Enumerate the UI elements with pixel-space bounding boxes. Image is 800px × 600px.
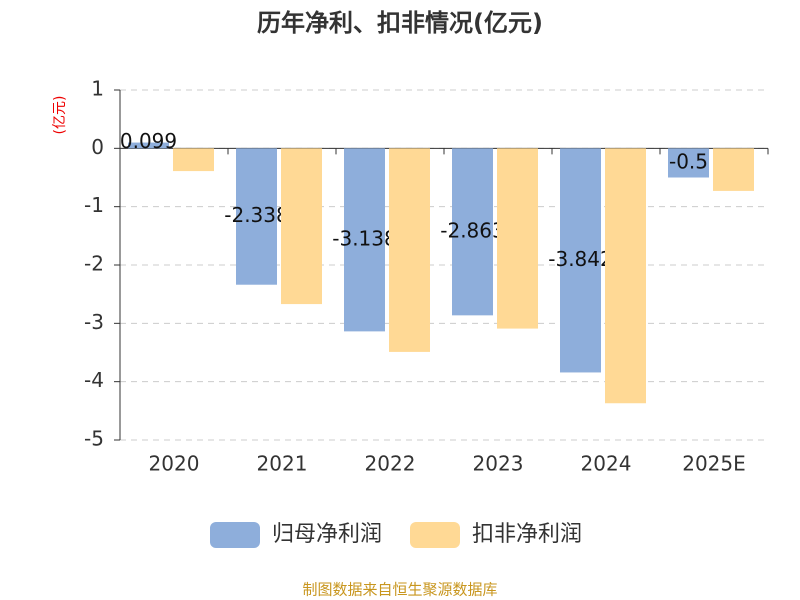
y-tick-label: -3 <box>84 310 104 334</box>
y-tick-label: -5 <box>84 427 104 451</box>
bar <box>452 148 493 316</box>
bar <box>605 148 646 404</box>
y-tick-label: 0 <box>91 135 104 159</box>
y-tick-label: -4 <box>84 368 104 392</box>
chart-title: 历年净利、扣非情况(亿元) <box>257 9 543 37</box>
value-label: -3.138 <box>332 226 396 250</box>
value-label: 0.099 <box>120 129 177 153</box>
x-tick-label: 2024 <box>581 452 632 476</box>
value-label: -0.5 <box>669 149 708 173</box>
source-note: 制图数据来自恒生聚源数据库 <box>302 581 497 599</box>
value-label: -3.842 <box>548 247 612 271</box>
y-tick-label: -2 <box>84 252 104 276</box>
bar <box>344 148 385 332</box>
value-label: -2.338 <box>224 203 288 227</box>
x-tick-label: 2022 <box>365 452 416 476</box>
bar <box>281 148 322 305</box>
bar <box>497 148 538 329</box>
bar <box>560 148 601 373</box>
y-tick-label: 1 <box>91 77 104 101</box>
y-axis-label: (亿元) <box>52 96 68 135</box>
value-label: -2.863 <box>440 218 504 242</box>
legend-swatch <box>210 522 260 548</box>
bar <box>389 148 430 352</box>
bar <box>236 148 277 285</box>
x-tick-label: 2021 <box>257 452 308 476</box>
legend-label: 归母净利润 <box>272 522 382 547</box>
legend-swatch <box>410 522 460 548</box>
bar <box>713 148 754 191</box>
x-tick-label: 2020 <box>149 452 200 476</box>
bar <box>668 148 709 178</box>
x-tick-label: 2025E <box>682 452 746 476</box>
x-tick-label: 2023 <box>473 452 524 476</box>
bar <box>128 142 169 149</box>
bar <box>173 148 214 172</box>
legend-label: 扣非净利润 <box>472 522 582 547</box>
y-tick-label: -1 <box>84 193 104 217</box>
